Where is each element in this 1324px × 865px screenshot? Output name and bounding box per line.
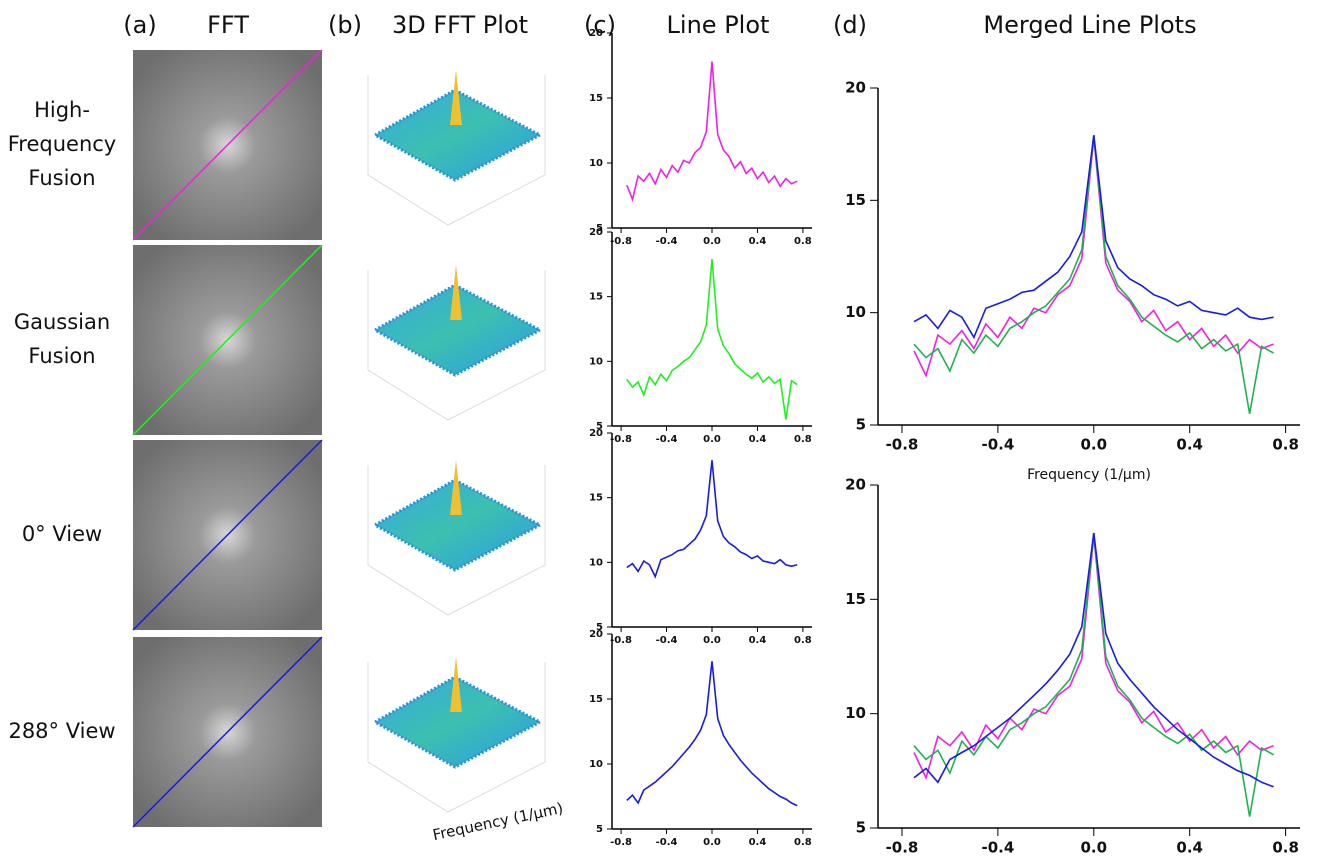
row-label: Frequency — [8, 132, 117, 156]
x-tick-label: 0.8 — [794, 635, 812, 646]
x-tick-label: -0.4 — [981, 436, 1014, 454]
x-tick-label: 0.4 — [749, 434, 767, 445]
x-tick-label: 0.0 — [703, 635, 721, 646]
y-tick-label: 10 — [845, 704, 866, 722]
panel-label: (a) — [123, 11, 156, 39]
surface — [371, 88, 544, 182]
series-line — [626, 259, 798, 420]
row-label: High- — [34, 98, 90, 122]
surface-box — [367, 75, 546, 226]
series-line — [626, 61, 798, 203]
surface-peak — [450, 265, 462, 320]
y-tick-label: 5 — [596, 421, 603, 432]
axis-label: Frequency (1/μm) — [431, 799, 565, 844]
fft-diagonal — [132, 439, 323, 631]
y-tick-label: 20 — [589, 428, 603, 439]
x-tick-label: -0.8 — [610, 236, 632, 247]
panel-title: FFT — [207, 11, 249, 39]
y-tick-label: 10 — [589, 356, 603, 367]
panel-label: (b) — [328, 11, 362, 39]
surface-box — [367, 465, 546, 616]
x-axis-label: Frequency (1/μm) — [1027, 467, 1151, 483]
x-tick-label: -0.4 — [981, 839, 1014, 857]
y-tick-label: 20 — [589, 629, 603, 640]
x-tick-label: 0.4 — [1176, 839, 1203, 857]
y-tick-label: 5 — [596, 824, 603, 835]
series-line — [913, 532, 1274, 788]
x-tick-label: 0.8 — [1272, 839, 1299, 857]
x-tick-label: 0.4 — [749, 635, 767, 646]
row-label: Fusion — [28, 166, 95, 190]
y-tick-label: 15 — [589, 694, 603, 705]
surface-box — [367, 662, 546, 813]
x-tick-label: -0.4 — [656, 236, 678, 247]
series-line — [626, 460, 798, 579]
x-tick-label: -0.8 — [886, 839, 919, 857]
y-tick-label: 15 — [589, 292, 603, 303]
y-tick-label: 15 — [845, 191, 866, 209]
x-tick-label: 0.8 — [794, 434, 812, 445]
y-tick-label: 5 — [596, 223, 603, 234]
surface — [371, 675, 544, 769]
row-label: 0° View — [22, 522, 102, 546]
row-label: Fusion — [28, 344, 95, 368]
surface — [371, 283, 544, 377]
y-tick-label: 10 — [589, 158, 603, 169]
y-tick-label: 15 — [589, 93, 603, 104]
y-tick-label: 20 — [589, 227, 603, 238]
y-tick-label: 20 — [845, 79, 866, 97]
series-line — [913, 135, 1274, 340]
x-tick-label: 0.8 — [794, 837, 812, 848]
x-tick-label: 0.0 — [703, 434, 721, 445]
x-tick-label: 0.4 — [749, 236, 767, 247]
x-tick-label: -0.8 — [886, 436, 919, 454]
x-tick-label: -0.4 — [656, 434, 678, 445]
y-tick-label: 15 — [845, 590, 866, 608]
row-label: Gaussian — [14, 310, 110, 334]
surface — [371, 478, 544, 572]
y-tick-label: 15 — [589, 493, 603, 504]
x-tick-label: 0.4 — [1176, 436, 1203, 454]
x-tick-label: -0.8 — [610, 635, 632, 646]
fft-diagonal — [132, 636, 323, 828]
row-label: 288° View — [8, 719, 115, 743]
x-tick-label: 0.0 — [1081, 436, 1108, 454]
panel-title: 3D FFT Plot — [392, 11, 528, 39]
surface-peak — [450, 460, 462, 515]
panel-title: Merged Line Plots — [983, 11, 1196, 39]
y-tick-label: 10 — [845, 303, 866, 321]
x-tick-label: 0.0 — [1081, 839, 1108, 857]
series-line — [913, 137, 1274, 378]
y-tick-label: 20 — [845, 476, 866, 494]
x-tick-label: -0.4 — [656, 837, 678, 848]
x-tick-label: 0.0 — [703, 236, 721, 247]
y-tick-label: 20 — [589, 28, 603, 39]
y-tick-label: 10 — [589, 557, 603, 568]
surface-peak — [450, 657, 462, 712]
y-tick-label: 5 — [856, 819, 866, 837]
x-tick-label: 0.8 — [1272, 436, 1299, 454]
panel-title: Line Plot — [667, 11, 770, 39]
y-tick-label: 5 — [596, 622, 603, 633]
y-tick-label: 10 — [589, 759, 603, 770]
panel-label: (c) — [584, 11, 616, 39]
x-tick-label: 0.8 — [794, 236, 812, 247]
surface-peak — [450, 70, 462, 125]
series-line — [913, 532, 1274, 817]
series-line — [913, 135, 1274, 414]
panel-label: (d) — [833, 11, 867, 39]
x-tick-label: -0.8 — [610, 837, 632, 848]
x-tick-label: 0.4 — [749, 837, 767, 848]
x-tick-label: 0.0 — [703, 837, 721, 848]
x-tick-label: -0.8 — [610, 434, 632, 445]
series-line — [626, 661, 798, 807]
series-line — [913, 535, 1274, 780]
x-tick-label: -0.4 — [656, 635, 678, 646]
fft-diagonal — [132, 244, 323, 436]
fft-diagonal — [132, 49, 323, 241]
surface-box — [367, 270, 546, 421]
y-tick-label: 5 — [856, 416, 866, 434]
